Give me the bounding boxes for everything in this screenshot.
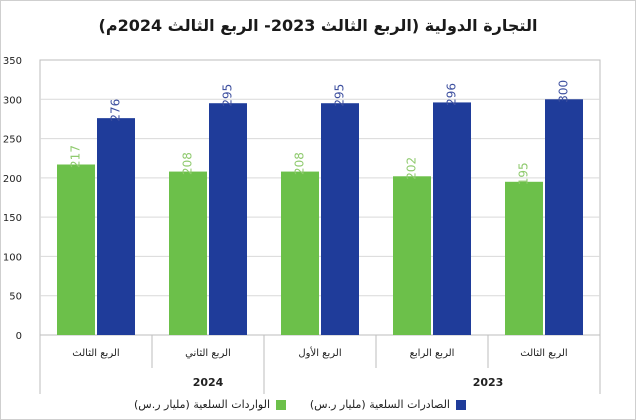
bar-imports (393, 176, 431, 335)
y-tick-label: 350 (3, 56, 22, 67)
legend-item-exports: الصادرات السلعية (مليار ر.س) (310, 398, 466, 411)
legend-label-imports: الواردات السلعية (مليار ر.س) (134, 398, 270, 411)
y-tick-label: 50 (9, 292, 22, 303)
bar-imports (57, 164, 95, 335)
bar-imports (281, 171, 319, 335)
data-label-imports: 202 (405, 157, 419, 180)
x-tick-label: الربع الثاني (185, 348, 231, 359)
chart-title: التجارة الدولية (الربع الثالث 2023- الرب… (98, 16, 538, 35)
data-label-exports: 296 (445, 83, 459, 106)
bar-exports (209, 103, 247, 335)
bar-imports (169, 171, 207, 335)
data-label-imports: 217 (69, 145, 83, 168)
y-tick-label: 100 (3, 252, 22, 263)
legend: الصادرات السلعية (مليار ر.س) الواردات ال… (0, 398, 636, 416)
y-tick-label: 300 (3, 95, 22, 106)
x-tick-label: الربع الرابع (410, 348, 455, 359)
y-tick-label: 150 (3, 213, 22, 224)
plot-area (39, 59, 601, 336)
bar-imports (505, 181, 543, 335)
legend-item-imports: الواردات السلعية (مليار ر.س) (134, 398, 286, 411)
data-label-exports: 295 (221, 84, 235, 107)
legend-swatch-imports (276, 399, 286, 410)
bar-exports (97, 118, 135, 336)
data-label-imports: 208 (293, 152, 307, 175)
x-tick-label: الربع الأول (298, 346, 341, 359)
data-label-exports: 276 (109, 99, 123, 122)
year-group-label: 2023 (473, 376, 504, 389)
bar-exports (545, 99, 583, 336)
data-label-exports: 300 (557, 80, 571, 103)
data-label-exports: 295 (333, 84, 347, 107)
y-tick-label: 250 (3, 135, 22, 146)
data-label-imports: 195 (517, 162, 531, 185)
legend-swatch-exports (456, 399, 466, 410)
x-tick-label: الربع الثالث (520, 348, 567, 359)
x-tick-label: الربع الثالث (72, 348, 119, 359)
year-group-label: 2024 (193, 376, 224, 389)
bar-exports (433, 102, 471, 335)
bar-exports (321, 103, 359, 335)
y-tick-label: 200 (3, 174, 22, 185)
data-label-imports: 208 (181, 152, 195, 175)
y-tick-label: 0 (16, 331, 22, 342)
legend-label-exports: الصادرات السلعية (مليار ر.س) (309, 398, 450, 411)
